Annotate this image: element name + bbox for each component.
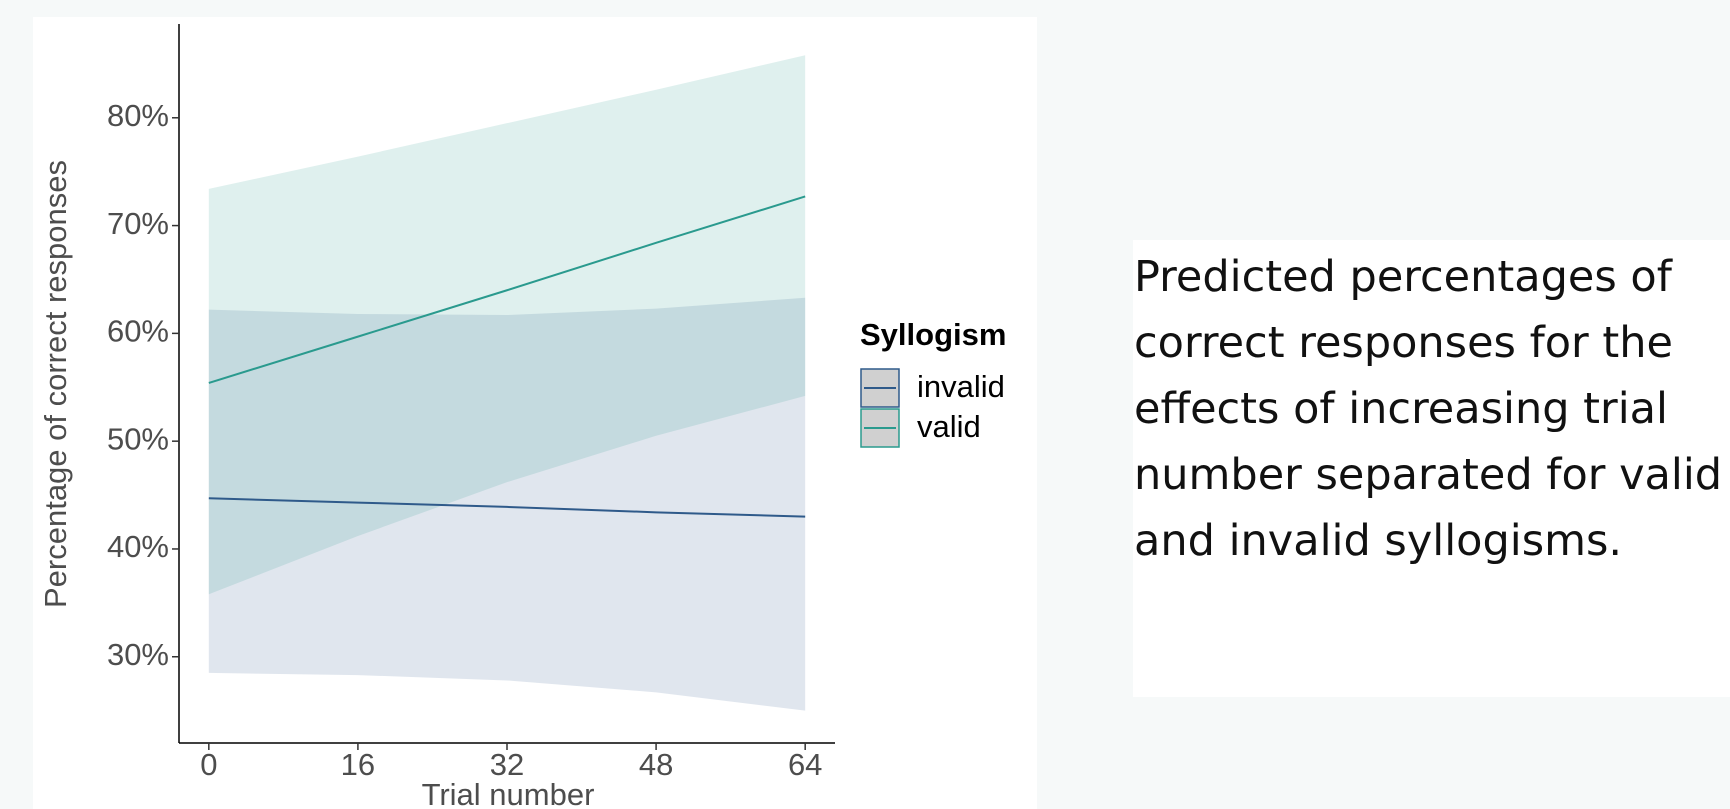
x-tick-label: 64 bbox=[788, 747, 822, 782]
x-tick-label: 32 bbox=[490, 747, 524, 782]
y-tick-label: 40% bbox=[107, 529, 169, 564]
y-tick-label: 80% bbox=[107, 98, 169, 133]
series-line bbox=[208, 497, 806, 518]
legend-label: invalid bbox=[917, 369, 1005, 404]
caption-box: Predicted percentages of correct respons… bbox=[1133, 240, 1730, 697]
series-line bbox=[208, 195, 806, 384]
y-tick-label: 50% bbox=[107, 421, 169, 456]
x-tick-label: 16 bbox=[341, 747, 375, 782]
y-axis-title: Percentage of correct responses bbox=[38, 160, 73, 608]
y-tick-label: 30% bbox=[107, 637, 169, 672]
chart: Percentage of correct responses Trial nu… bbox=[38, 24, 1006, 809]
y-tick-label: 60% bbox=[107, 314, 169, 349]
x-axis-title: Trial number bbox=[422, 777, 595, 809]
confidence-band bbox=[208, 55, 806, 595]
legend-title: Syllogism bbox=[860, 317, 1006, 352]
y-tick-label: 70% bbox=[107, 206, 169, 241]
x-tick-label: 0 bbox=[200, 747, 217, 782]
legend-label: valid bbox=[917, 409, 981, 444]
confidence-band bbox=[208, 297, 806, 711]
x-tick-label: 48 bbox=[639, 747, 673, 782]
caption: Predicted percentages of correct respons… bbox=[1134, 252, 1723, 566]
